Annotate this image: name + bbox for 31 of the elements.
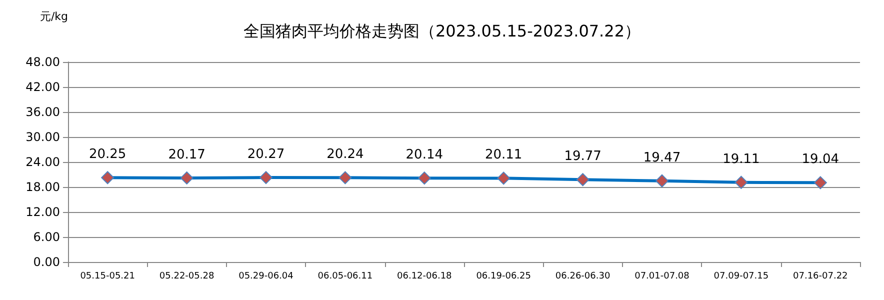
data-label: 19.77 bbox=[564, 149, 602, 164]
x-tick-label: 07.16-07.22 bbox=[793, 272, 848, 282]
data-label: 20.25 bbox=[88, 147, 126, 162]
x-tick-label: 05.22-05.28 bbox=[159, 272, 214, 282]
y-axis-title: 元/kg bbox=[40, 10, 68, 23]
data-label: 20.17 bbox=[168, 147, 206, 162]
x-tick-label: 06.12-06.18 bbox=[397, 272, 452, 282]
data-label: 19.47 bbox=[643, 150, 681, 166]
y-tick-label: 18.00 bbox=[26, 180, 60, 194]
data-label: 20.27 bbox=[247, 147, 285, 162]
data-label: 20.11 bbox=[484, 148, 522, 163]
chart-title: 全国猪肉平均价格走势图（2023.05.15-2023.07.22） bbox=[244, 22, 640, 40]
x-tick-label: 07.01-07.08 bbox=[634, 272, 690, 282]
y-tick-label: 24.00 bbox=[26, 155, 60, 169]
y-tick-label: 0.00 bbox=[33, 255, 60, 269]
y-tick-label: 48.00 bbox=[26, 55, 60, 69]
x-tick-label: 05.15-05.21 bbox=[80, 272, 135, 282]
x-tick-label: 06.19-06.25 bbox=[476, 272, 531, 282]
x-tick-label: 06.05-06.11 bbox=[318, 272, 373, 282]
data-label: 19.04 bbox=[802, 152, 840, 168]
x-tick-label: 07.09-07.15 bbox=[714, 272, 769, 282]
data-label: 20.24 bbox=[326, 147, 364, 162]
y-tick-label: 36.00 bbox=[26, 105, 60, 119]
y-tick-label: 12.00 bbox=[26, 205, 60, 219]
x-tick-label: 06.26-06.30 bbox=[555, 272, 610, 282]
y-tick-label: 30.00 bbox=[26, 130, 60, 144]
y-tick-label: 42.00 bbox=[26, 80, 60, 94]
data-label: 20.14 bbox=[406, 148, 444, 163]
x-tick-label: 05.29-06.04 bbox=[238, 272, 294, 282]
data-label: 19.11 bbox=[722, 152, 760, 167]
y-tick-label: 6.00 bbox=[33, 230, 60, 244]
